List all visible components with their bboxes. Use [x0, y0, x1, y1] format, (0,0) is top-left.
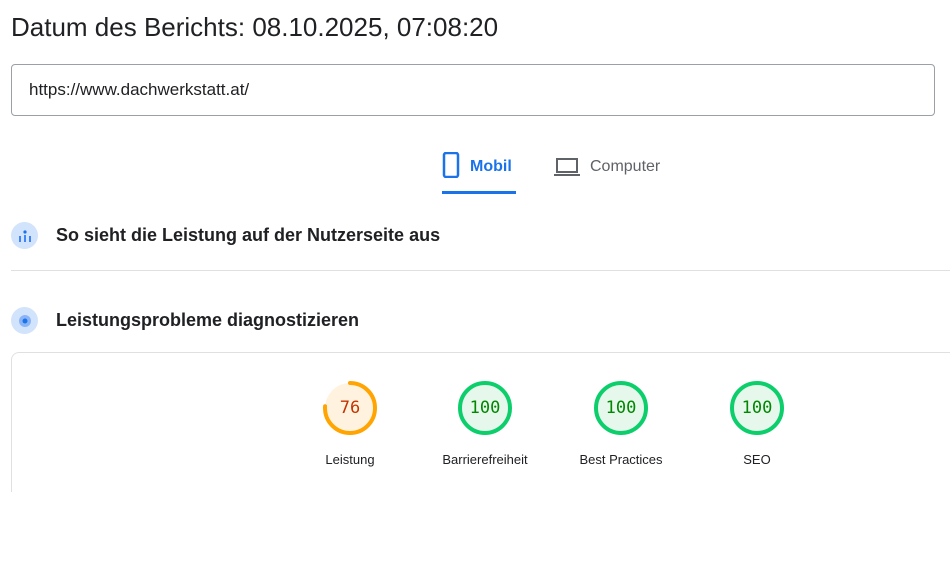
gauge-ring	[323, 381, 377, 435]
scores-card	[11, 352, 950, 492]
laptop-icon	[554, 158, 580, 176]
field-data-section-header[interactable]: So sieht die Leistung auf der Nutzerseit…	[11, 222, 440, 249]
score-label: Leistung	[325, 452, 375, 467]
tab-label: Mobil	[470, 158, 512, 175]
tab-computer[interactable]: Computer	[554, 152, 660, 194]
score-value: 100	[605, 398, 637, 418]
gauge-ring	[730, 381, 784, 435]
divider	[11, 270, 950, 271]
score-gauge-barrierefreiheit[interactable]: 100	[457, 380, 513, 436]
score-label: SEO	[743, 452, 771, 467]
report-date-title: Datum des Berichts: 08.10.2025, 07:08:20	[11, 12, 499, 42]
tab-label: Computer	[590, 158, 661, 175]
score-label: Barrierefreiheit	[442, 452, 528, 467]
score-value: 100	[469, 398, 501, 418]
section-title: So sieht die Leistung auf der Nutzerseit…	[56, 225, 441, 245]
url-input[interactable]	[11, 64, 935, 116]
score-value: 76	[339, 398, 361, 418]
tab-mobile[interactable]: Mobil	[442, 152, 516, 194]
gauge-ring	[458, 381, 512, 435]
gauge-ring	[594, 381, 648, 435]
score-gauge-seo[interactable]: 100	[729, 380, 785, 436]
section-title: Leistungsprobleme diagnostizieren	[56, 310, 360, 330]
score-gauge-leistung[interactable]: 76	[322, 380, 378, 436]
lab-data-icon	[11, 307, 38, 334]
field-data-icon	[11, 222, 38, 249]
score-gauge-best-practices[interactable]: 100	[593, 380, 649, 436]
score-value: 100	[741, 398, 773, 418]
lab-data-section-header[interactable]: Leistungsprobleme diagnostizieren	[11, 307, 359, 334]
smartphone-icon	[442, 152, 460, 178]
score-label: Best Practices	[579, 452, 663, 467]
